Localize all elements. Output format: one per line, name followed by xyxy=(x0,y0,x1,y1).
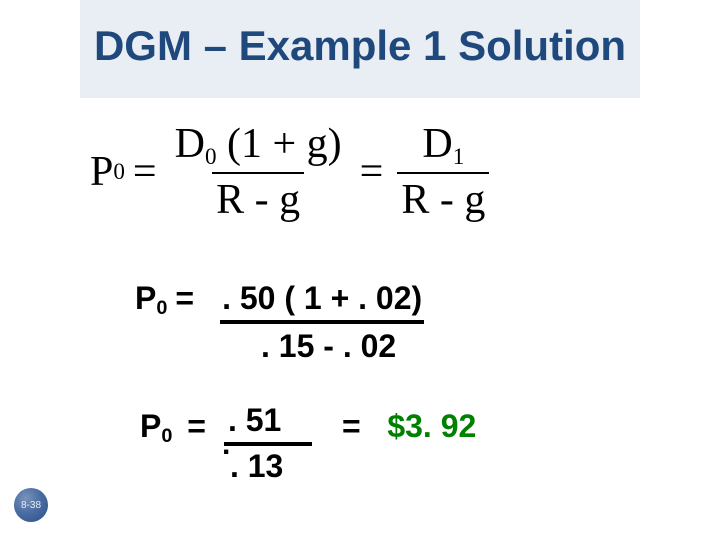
formula-f2-den: R - g xyxy=(397,172,489,224)
page-number: 8-38 xyxy=(21,500,41,511)
calc2-divider: . xyxy=(224,442,312,446)
calc1-eq: = xyxy=(175,278,194,318)
calc1-numerator: . 50 ( 1 + . 02) xyxy=(220,278,424,324)
calc2-eq: = xyxy=(187,408,206,444)
calculation-step-2: P0 = . 51 . . 13 = $3. 92 xyxy=(140,400,620,486)
calc2-p: P xyxy=(140,408,161,444)
formula-eq1: = xyxy=(133,148,157,196)
formula-lhs-var: P xyxy=(90,148,113,196)
calc2-numerator: . 51 xyxy=(224,400,285,440)
formula-f2-num-sub: 1 xyxy=(453,143,465,169)
calc1-denominator: . 15 - . 02 xyxy=(261,326,615,366)
calc2-denominator: . 13 xyxy=(224,446,283,486)
stray-dot: . xyxy=(222,426,230,464)
formula-f2-num-var: D xyxy=(422,121,452,167)
formula-lhs-sub: 0 xyxy=(113,158,125,185)
calc1-psub: 0 xyxy=(156,297,167,319)
calc1-p: P xyxy=(135,280,156,316)
dgm-formula: P0 = D0 (1 + g) R - g = D1 R - g xyxy=(90,120,520,224)
formula-f1-num-sub: 0 xyxy=(205,143,217,169)
calc2-result: $3. 92 xyxy=(387,408,476,444)
formula-f1-num-var: D xyxy=(175,121,205,167)
formula-frac2: D1 R - g xyxy=(397,120,489,224)
formula-frac1: D0 (1 + g) R - g xyxy=(171,120,346,224)
title-banner: DGM – Example 1 Solution xyxy=(80,0,640,98)
calc2-eq2: = xyxy=(342,408,361,444)
calculation-step-1: P0 = . 50 ( 1 + . 02) . 15 - . 02 xyxy=(135,278,615,366)
page-number-badge: 8-38 xyxy=(14,488,48,522)
formula-eq2: = xyxy=(360,148,384,196)
formula-f1-num-rest: (1 + g) xyxy=(227,121,342,167)
slide-title: DGM – Example 1 Solution xyxy=(94,23,626,69)
formula-f1-den: R - g xyxy=(212,172,304,224)
calc2-psub: 0 xyxy=(161,425,172,447)
